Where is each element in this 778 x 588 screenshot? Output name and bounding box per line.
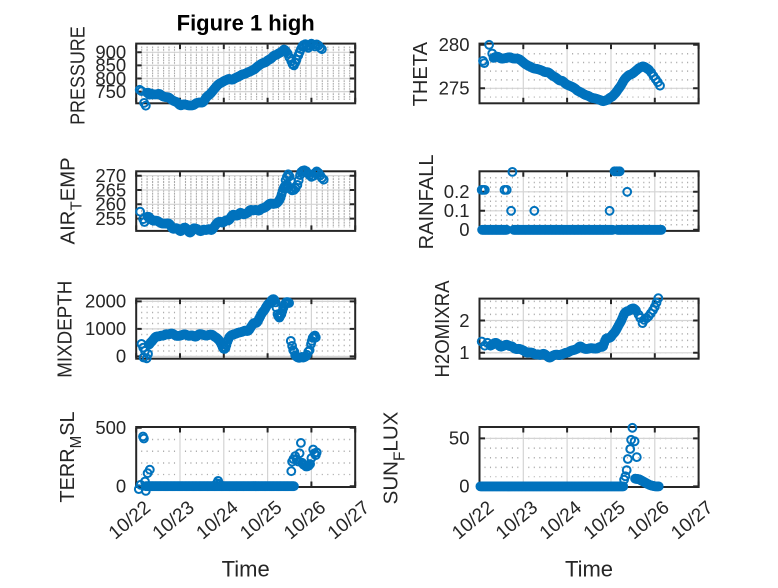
svg-text:1: 1 [459,342,469,363]
svg-text:THETA: THETA [410,42,432,107]
svg-text:750: 750 [95,81,126,102]
svg-text:50: 50 [449,428,470,449]
svg-text:Time: Time [222,557,270,582]
svg-text:0: 0 [459,476,469,497]
svg-text:Time: Time [565,557,613,582]
svg-text:PRESSURE: PRESSURE [67,26,89,125]
svg-text:0.1: 0.1 [444,200,470,221]
svg-text:2: 2 [459,310,469,331]
svg-text:800: 800 [95,68,126,89]
svg-text:270: 270 [95,165,126,186]
svg-text:0: 0 [459,219,469,240]
svg-text:1000: 1000 [85,318,126,339]
svg-text:0.2: 0.2 [444,181,470,202]
svg-text:2000: 2000 [85,291,126,312]
svg-text:RAINFALL: RAINFALL [416,154,438,249]
svg-text:900: 900 [95,42,126,63]
svg-text:260: 260 [95,194,126,215]
svg-text:0: 0 [116,476,126,497]
svg-text:850: 850 [95,55,126,76]
svg-text:Figure 1 high: Figure 1 high [177,11,315,36]
svg-text:500: 500 [95,417,126,438]
svg-text:H2OMIXRA: H2OMIXRA [431,280,454,377]
svg-text:275: 275 [439,78,470,99]
svg-text:280: 280 [439,34,470,55]
svg-text:MIXDEPTH: MIXDEPTH [54,281,77,378]
svg-text:265: 265 [95,179,126,200]
svg-text:0: 0 [116,346,126,367]
svg-text:255: 255 [95,208,126,229]
